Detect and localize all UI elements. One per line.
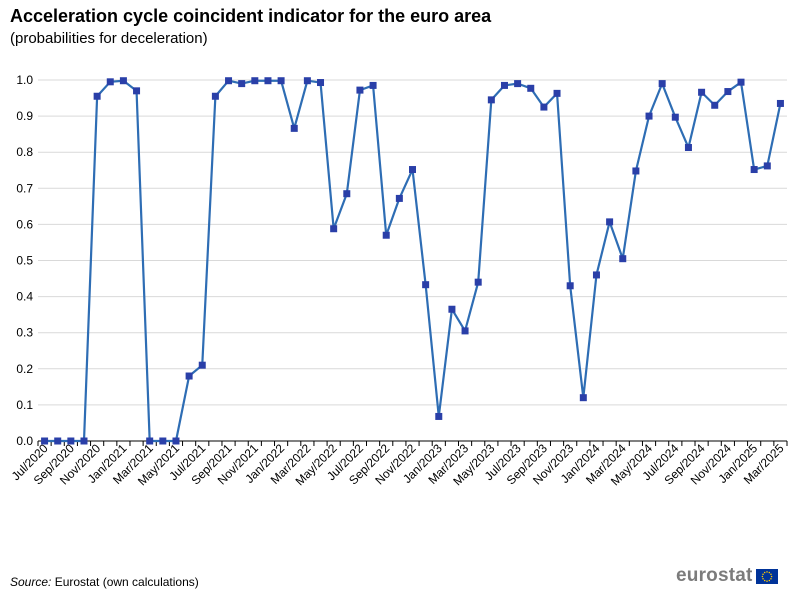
data-point [119,77,127,85]
data-point [106,78,114,86]
line-chart: 0.0 0.1 0.2 0.3 0.4 0.5 0.6 0.7 0.8 0.9 1.0 Jul/20… [9,73,788,488]
y-tick-label: 0.8 [16,145,33,159]
flag-star [770,575,772,577]
y-axis-ticks: 0.0 0.1 0.2 0.3 0.4 0.5 0.6 0.7 0.8 0.9 1.0 [16,73,33,448]
y-tick-label: 0.1 [16,398,33,412]
chart-title: Acceleration cycle coincident indicator … [10,6,492,26]
data-point [277,77,285,85]
source-text: Eurostat (own calculations) [51,575,199,589]
data-point [671,113,679,121]
data-point [461,327,469,335]
data-point [290,124,298,132]
data-point [698,88,706,96]
y-tick-label: 0.3 [16,326,33,340]
data-point [330,225,338,233]
data-point [133,87,141,95]
data-point [238,80,246,88]
flag-star [769,577,772,580]
data-point [566,282,574,290]
data-point [343,190,351,198]
gridlines [38,79,787,406]
y-tick-label: 0.7 [16,181,33,195]
data-point [579,394,587,402]
data-point [93,92,101,100]
source-note: Source: Eurostat (own calculations) [10,575,199,589]
data-point [750,166,758,174]
flag-star [761,575,763,577]
data-point [500,81,508,89]
data-point [540,103,548,111]
data-point [684,144,692,152]
y-tick-label: 0.5 [16,254,33,268]
data-point [54,437,62,445]
data-point [422,281,430,289]
data-point [592,271,600,279]
data-point [645,112,653,120]
data-point [487,96,495,104]
flag-star [769,572,772,575]
data-point [606,218,614,226]
data-point [776,99,784,107]
y-tick-label: 0.2 [16,362,33,376]
y-tick-label: 0.0 [16,434,33,448]
data-point [317,79,325,87]
data-point [553,89,561,97]
data-point [211,92,219,100]
data-point [658,80,666,88]
data-point [80,437,88,445]
eurostat-logo: eurostat [676,565,778,587]
data-point [474,278,482,286]
data-point [763,162,771,170]
flag-star [761,577,764,580]
flag-star [763,571,766,573]
data-point [369,81,377,89]
data-point [264,77,272,85]
data-point [448,305,456,313]
source-label: Source: [10,575,52,589]
data-point [159,437,167,445]
series-group [41,77,784,445]
flag-star [765,570,768,573]
data-point [382,231,390,239]
data-point [711,101,719,109]
data-point [527,84,535,92]
data-point [435,412,443,420]
data-point [356,86,364,94]
data-point [146,437,154,445]
y-tick-label: 1.0 [16,73,33,87]
data-point [172,437,180,445]
chart-subtitle: (probabilities for deceleration) [10,30,208,47]
flag-star [763,579,766,581]
data-point [41,437,49,445]
x-axis-ticks: Jul/2020Sep/2020Nov/2020Jan/2021Mar/2021… [9,441,788,488]
flag-star [768,571,770,573]
flag-star [761,572,764,575]
y-tick-label: 0.4 [16,290,33,304]
data-point [409,166,416,174]
data-point [632,167,640,175]
data-point [514,80,522,88]
data-point [619,255,627,263]
eu-flag-icon [755,568,778,584]
flag-star [765,579,768,582]
logo-text: eurostat [676,565,753,586]
data-point [185,372,193,380]
flag-star [768,579,770,581]
data-point [225,77,233,85]
data-point [303,77,311,85]
data-point [724,88,732,96]
data-point [737,78,745,86]
data-point [198,361,206,369]
y-tick-label: 0.6 [16,217,33,231]
data-point [395,194,403,202]
data-point [251,77,259,85]
y-tick-label: 0.9 [16,109,33,123]
data-point [67,437,75,445]
